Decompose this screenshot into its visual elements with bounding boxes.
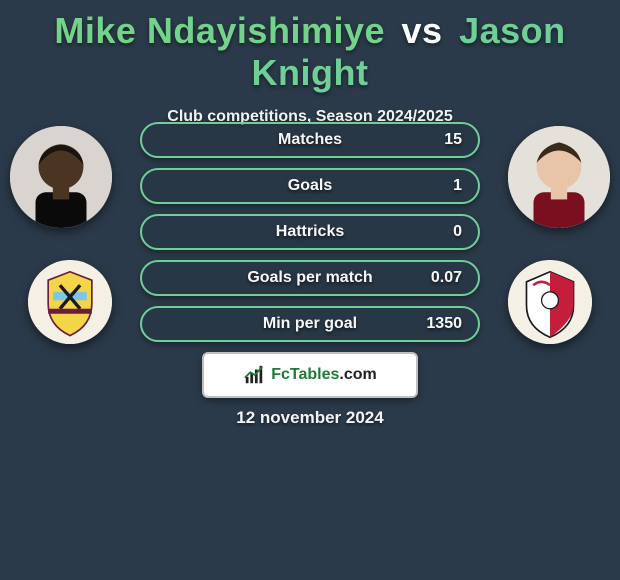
club1-crest <box>28 260 112 344</box>
club2-crest-svg <box>508 260 592 344</box>
stat-label: Matches <box>278 131 342 149</box>
player1-avatar-svg <box>10 126 112 228</box>
stat-row-matches: Matches 15 <box>140 122 480 158</box>
player1-name: Mike Ndayishimiye <box>54 10 385 51</box>
vs-text: vs <box>402 10 443 51</box>
watermark-text: FcTables.com <box>271 366 377 384</box>
player1-avatar <box>10 126 112 228</box>
chart-icon <box>243 364 265 386</box>
stat-row-min-per-goal: Min per goal 1350 <box>140 306 480 342</box>
stat-row-hattricks: Hattricks 0 <box>140 214 480 250</box>
club1-crest-svg <box>28 260 112 344</box>
snapshot-date: 12 november 2024 <box>0 408 620 428</box>
watermark-suffix: .com <box>339 366 376 383</box>
comparison-title: Mike Ndayishimiye vs Jason Knight <box>0 0 620 94</box>
stat-right-value: 15 <box>424 131 478 149</box>
stat-row-goals: Goals 1 <box>140 168 480 204</box>
stat-right-value: 1350 <box>410 315 478 333</box>
stat-label: Hattricks <box>276 223 344 241</box>
watermark-brand: FcTables <box>271 366 339 383</box>
player2-avatar <box>508 126 610 228</box>
watermark-badge: FcTables.com <box>202 352 418 398</box>
stat-label: Goals <box>288 177 332 195</box>
stat-right-value: 0.07 <box>415 269 478 287</box>
stat-right-value: 1 <box>424 177 478 195</box>
stat-right-value: 0 <box>424 223 478 241</box>
stat-label: Goals per match <box>247 269 372 287</box>
stat-label: Min per goal <box>263 315 357 333</box>
stats-list: Matches 15 Goals 1 Hattricks 0 Goals per… <box>140 122 480 342</box>
stat-row-goals-per-match: Goals per match 0.07 <box>140 260 480 296</box>
club2-crest <box>508 260 592 344</box>
player2-avatar-svg <box>508 126 610 228</box>
